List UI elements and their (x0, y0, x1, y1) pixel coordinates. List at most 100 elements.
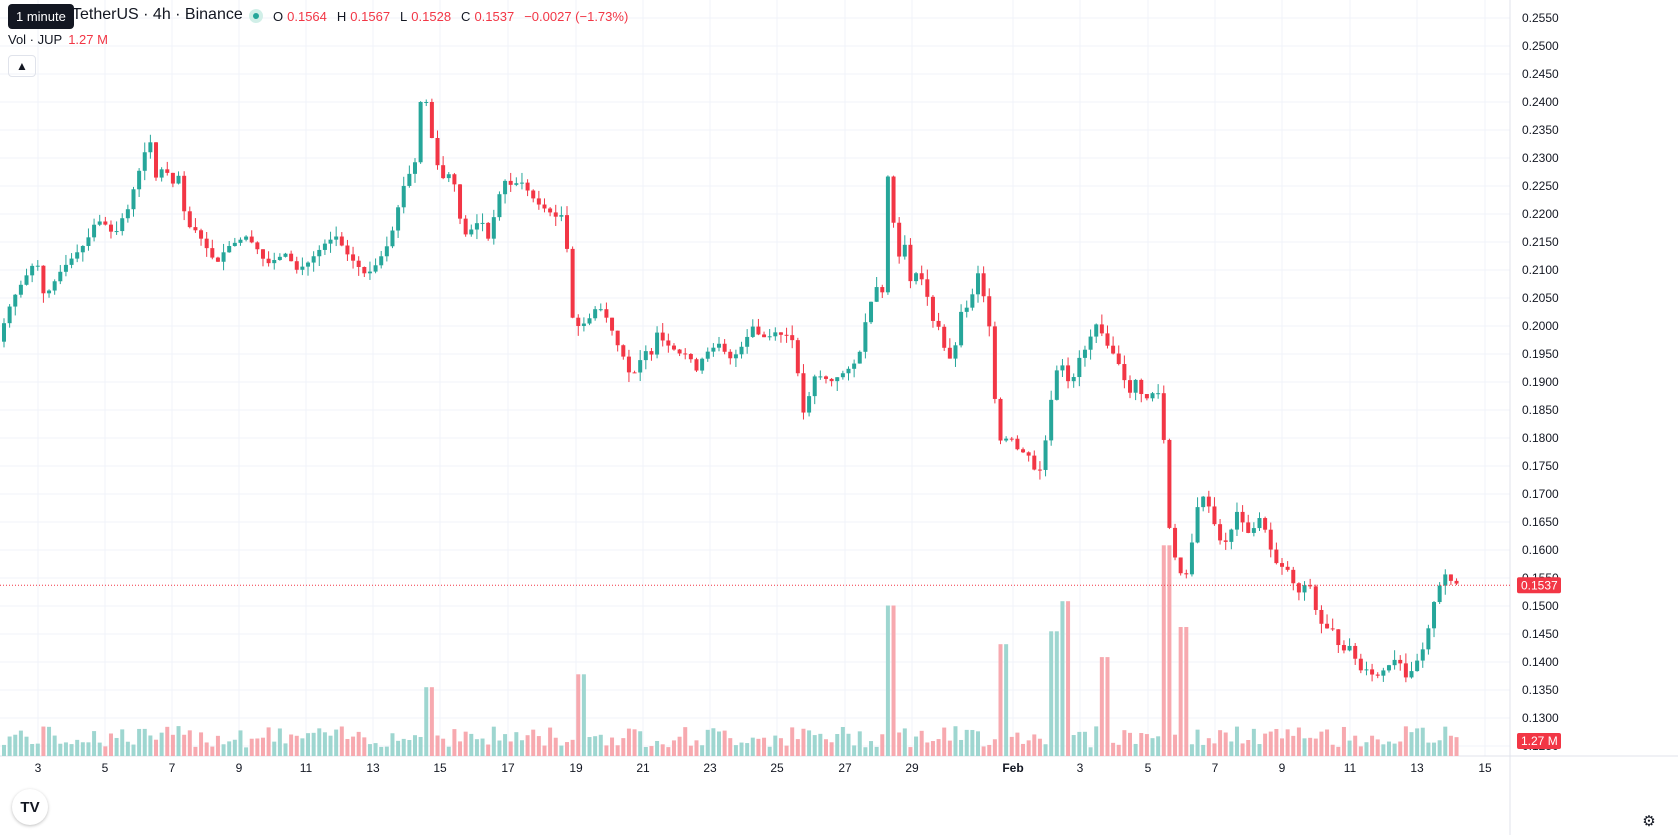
candle-body (322, 243, 327, 250)
candle-body (1088, 336, 1093, 350)
candle-body (97, 221, 102, 225)
volume-bar (373, 743, 378, 756)
candle-body (1403, 663, 1408, 678)
candle-body (367, 271, 372, 274)
candle-body (1077, 357, 1082, 378)
volume-bar (1251, 728, 1256, 756)
candle-body (790, 335, 795, 341)
gear-icon[interactable]: ⚙ (1642, 813, 1656, 830)
candle-body (671, 345, 676, 350)
candle-body (1313, 586, 1318, 610)
price-tick-label: 0.1950 (1522, 347, 1559, 361)
candle-body (1206, 496, 1211, 507)
candle-body (199, 230, 204, 239)
candle-body (621, 345, 626, 357)
price-axis[interactable]: 0.2550 0.2500 0.2450 0.2400 0.2350 0.2300 0.22… (1517, 11, 1561, 753)
candle-body (306, 262, 311, 267)
time-tick-label: 3 (1077, 761, 1084, 775)
candle-body (1161, 393, 1166, 440)
candle-body (722, 343, 727, 352)
volume-bar (339, 726, 344, 756)
candle-body (598, 309, 603, 311)
candle-body (69, 258, 74, 265)
volume-bar (930, 741, 935, 756)
volume-bar (1268, 731, 1273, 756)
volume-bar (407, 740, 412, 756)
candle-body (852, 363, 857, 369)
candle-body (289, 253, 294, 262)
price-tick-label: 0.1900 (1522, 375, 1559, 389)
volume-bar (897, 732, 902, 756)
candle-body (1133, 379, 1138, 393)
candle-body (1420, 649, 1425, 661)
high-value: 0.1567 (350, 9, 391, 24)
volume-bar (874, 746, 879, 756)
volume-bar (655, 740, 660, 756)
candle-body (210, 248, 215, 258)
candle-body (655, 332, 660, 355)
volume-bar (1426, 742, 1431, 756)
candle-body (1409, 671, 1414, 678)
volume-bar (671, 740, 676, 756)
time-tick-label: 3 (35, 761, 42, 775)
candle-body (835, 377, 840, 382)
tradingview-logo-icon[interactable]: TV (12, 789, 48, 825)
candle-body (255, 242, 260, 250)
candle-body (936, 320, 941, 327)
volume-bar (204, 742, 209, 756)
candle-body (221, 252, 226, 262)
volume-bar (244, 747, 249, 756)
candle-body (1325, 623, 1330, 629)
candle-body (1099, 324, 1104, 334)
candle-body (1308, 585, 1313, 587)
volume-bar (86, 742, 91, 756)
volume-bar (1094, 726, 1099, 756)
candle-body (998, 398, 1003, 441)
volume-bar (367, 744, 372, 756)
volume-bar (739, 742, 744, 756)
candle-body (1111, 345, 1116, 354)
volume-bar (581, 674, 586, 756)
candle-body (705, 351, 710, 359)
candle-body (154, 142, 159, 178)
candle-body (1223, 540, 1228, 542)
volume-bar (1364, 742, 1369, 756)
candle-body (1128, 380, 1132, 393)
candle-body (18, 284, 23, 295)
open-label: O (273, 9, 284, 24)
candle-body (1358, 658, 1363, 671)
volume-bar (362, 737, 367, 756)
volume-bar (154, 739, 159, 756)
volume-bar (998, 644, 1003, 756)
candle-body (593, 309, 598, 319)
volume-bar (1437, 740, 1442, 756)
volume-bar (1223, 732, 1228, 756)
volume-bars (2, 545, 1459, 756)
volume-bar (959, 739, 964, 756)
candle-body (942, 326, 947, 348)
candle-body (1454, 580, 1459, 584)
volume-bar (508, 741, 513, 756)
market-status-icon[interactable] (249, 9, 263, 23)
volume-bar (390, 733, 395, 756)
chevron-up-icon[interactable]: ▲ (8, 55, 36, 77)
candle-body (1144, 394, 1149, 399)
candle-body (1105, 333, 1110, 346)
volume-bar (1240, 743, 1245, 756)
price-tick-label: 0.2200 (1522, 207, 1559, 221)
volume-bar (75, 739, 80, 756)
volume-legend[interactable]: Vol · JUP 1.27 M (8, 32, 108, 47)
candle-body (626, 356, 631, 373)
candle-body (491, 217, 496, 239)
volume-label: Vol · JUP (8, 32, 63, 47)
time-axis[interactable]: 3 5 7 9 11 13 15 17 19 21 23 25 27 29 Feb 3 5 7 9 11 13 15 (35, 761, 1492, 775)
candle-body (660, 332, 665, 341)
candle-body (1032, 455, 1037, 470)
candle-body (424, 102, 429, 103)
volume-bar (35, 743, 40, 756)
symbol-title[interactable]: TetherUS · 4h · Binance (72, 6, 243, 23)
candle-body (266, 258, 271, 264)
candle-body (463, 218, 468, 235)
candle-body (80, 245, 85, 253)
